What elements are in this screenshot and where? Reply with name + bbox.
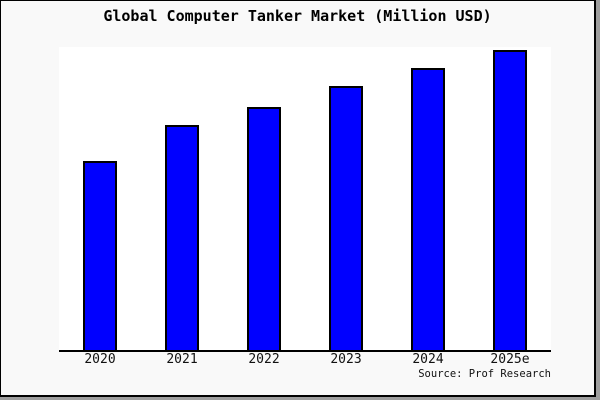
bar-2020	[83, 161, 117, 350]
x-tick-label-2023: 2023	[330, 352, 362, 367]
x-tick-label-2022: 2022	[248, 352, 280, 367]
bar-2024	[411, 68, 445, 350]
x-tick-label-2025e: 2025e	[490, 352, 530, 367]
x-tick-label-2020: 2020	[84, 352, 116, 367]
chart-title: Global Computer Tanker Market (Million U…	[103, 7, 492, 25]
x-tick-label-2024: 2024	[412, 352, 444, 367]
x-axis-labels: 2020 2021 2022 2023 2024 2025e	[59, 353, 551, 367]
bar-2025e	[493, 50, 527, 350]
x-tick-label-2021: 2021	[166, 352, 198, 367]
bar-2021	[165, 125, 199, 350]
bar-2023	[329, 86, 363, 350]
bars-container	[59, 47, 551, 350]
bar-2022	[247, 107, 281, 350]
plot-area	[59, 47, 551, 352]
source-credit: Source: Prof Research	[418, 368, 551, 380]
